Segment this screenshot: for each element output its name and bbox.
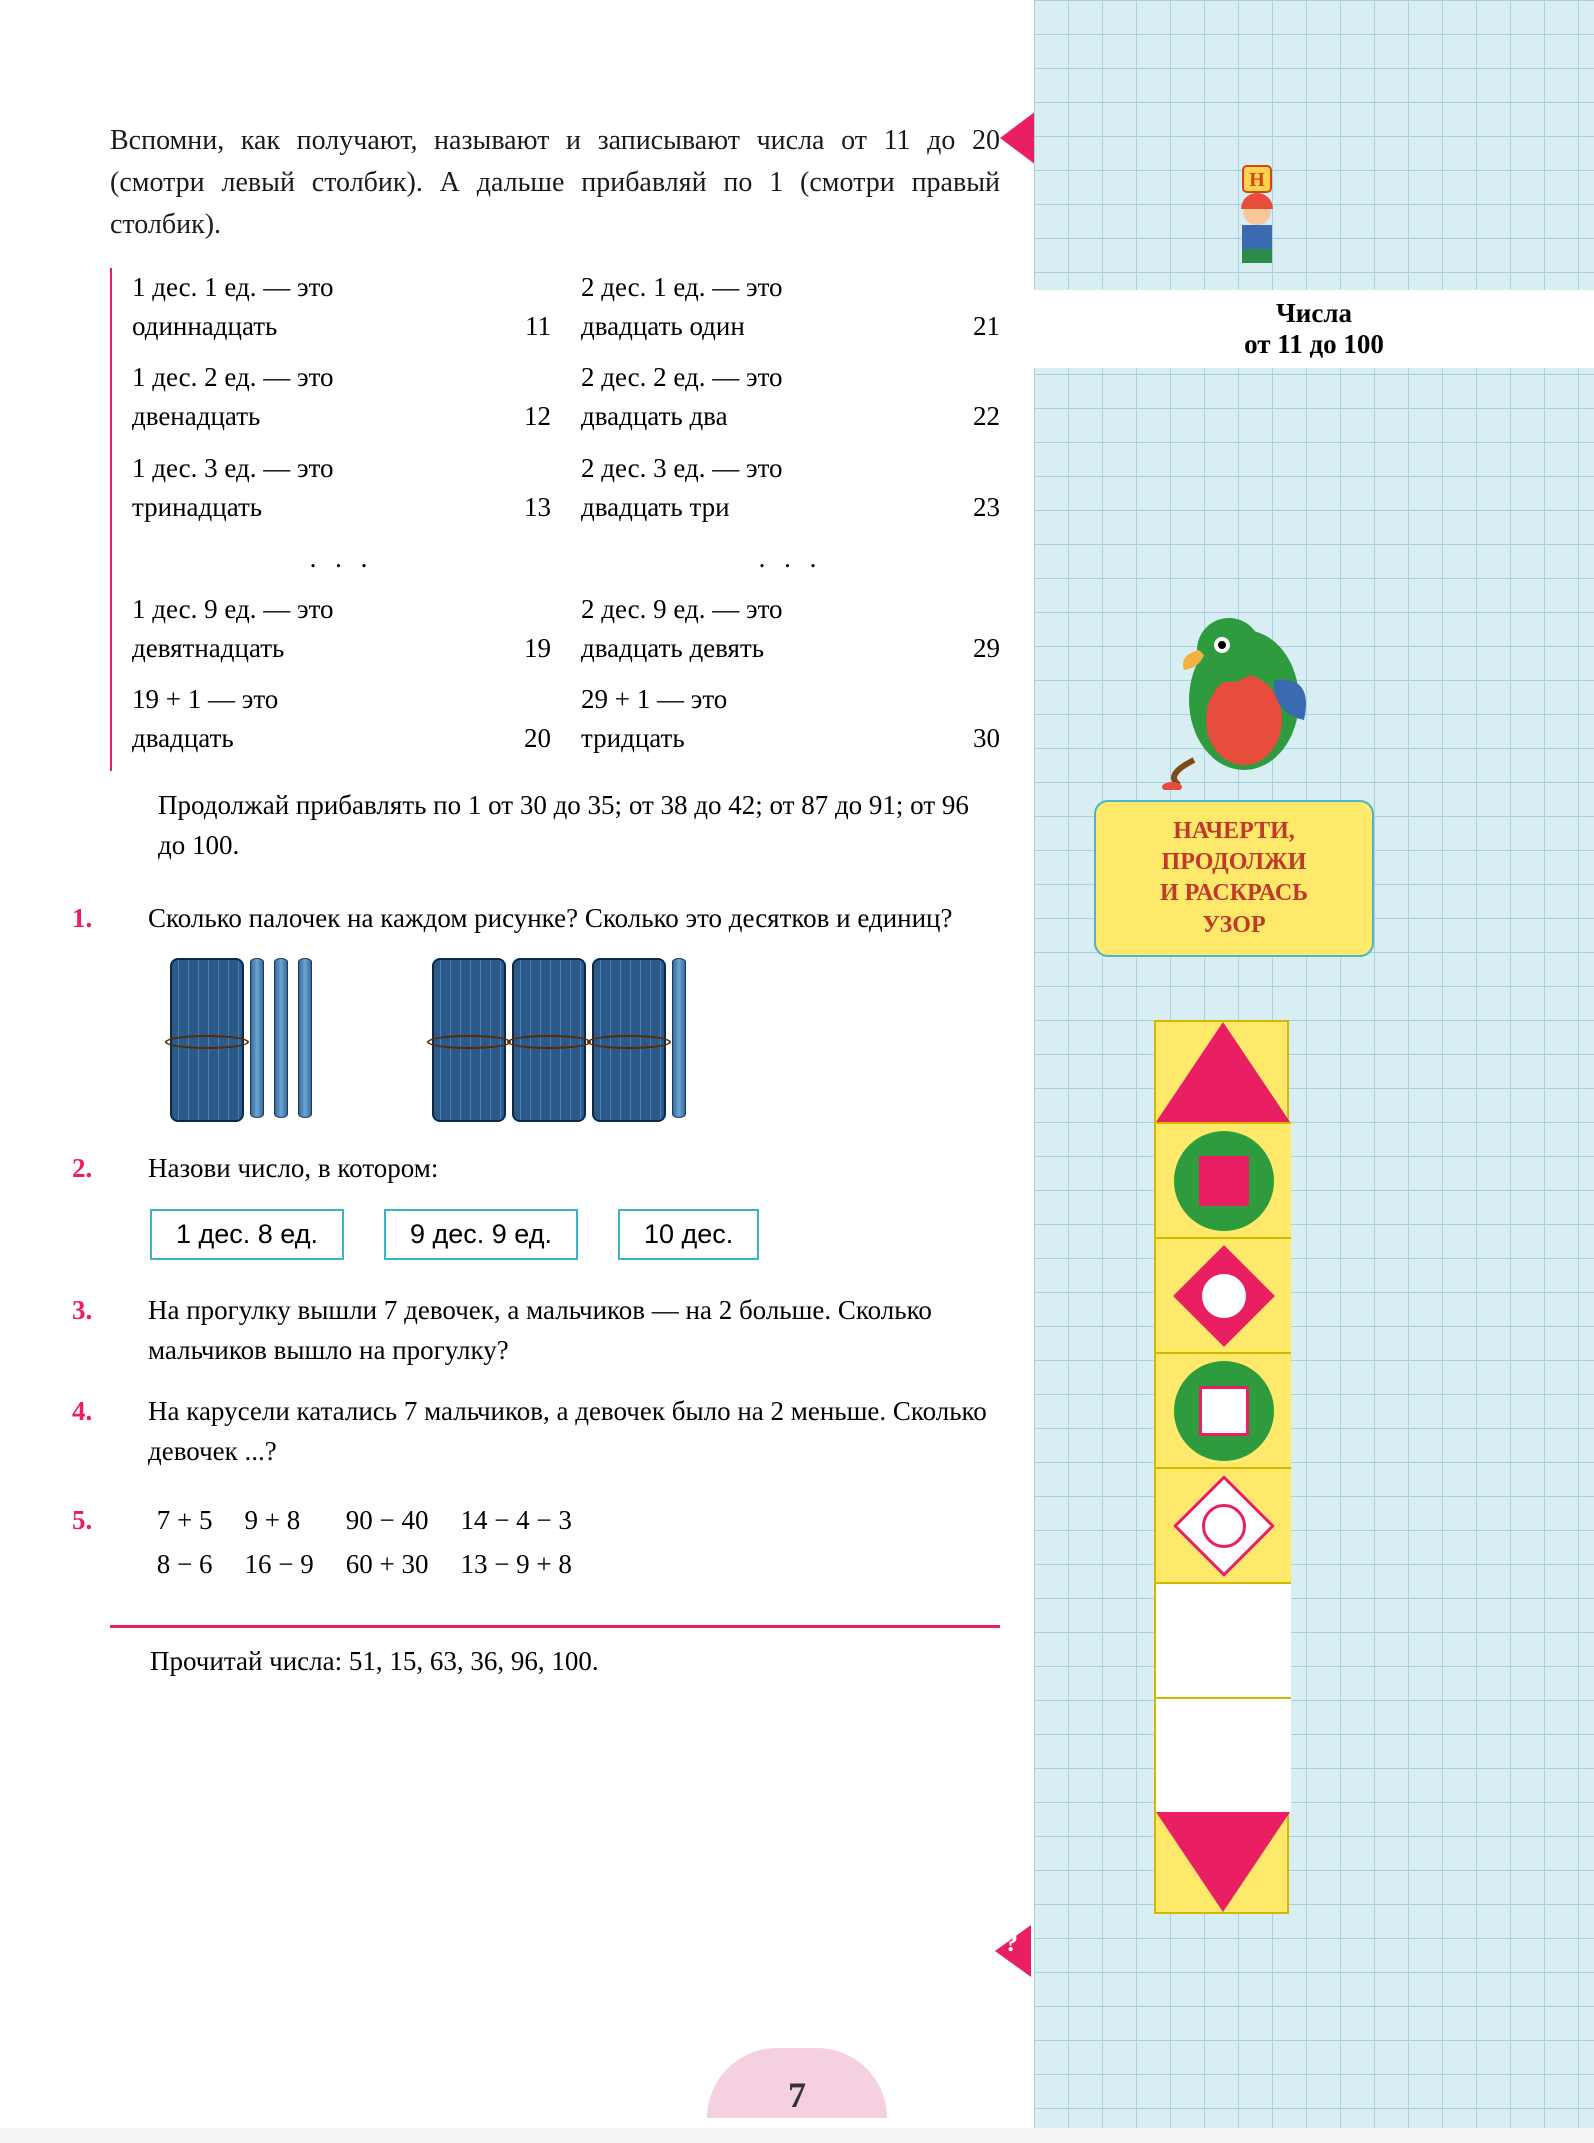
table-right-column: 2 дес. 1 ед. — этодвадцать один21 2 дес.… bbox=[581, 268, 1000, 771]
sidebar-title: Числа от 11 до 100 bbox=[1034, 290, 1594, 368]
task-number: 4. bbox=[110, 1391, 148, 1432]
bundle-icon bbox=[592, 958, 662, 1118]
bundle-icon bbox=[432, 958, 502, 1118]
sidebar: Н Числа от 11 до 100 НАЧЕРТИ, ПРОДОЛЖИ bbox=[1034, 0, 1594, 2128]
bundle-icon bbox=[512, 958, 582, 1118]
task-1: 1.Сколько палочек на каждом рисунке? Ско… bbox=[110, 898, 1000, 939]
stick-group-1 bbox=[170, 958, 312, 1118]
number-box: 1 дес. 8 ед. bbox=[150, 1209, 344, 1260]
pattern-cell-empty bbox=[1156, 1697, 1291, 1812]
task-4: 4.На карусели катались 7 мальчиков, а де… bbox=[110, 1391, 1000, 1472]
pattern-cell bbox=[1156, 1467, 1291, 1582]
number-box: 10 дес. bbox=[618, 1209, 759, 1260]
stick-group-2 bbox=[432, 958, 686, 1118]
read-numbers: Прочитай числа: 51, 15, 63, 36, 96, 100. bbox=[150, 1646, 1000, 1677]
task-number: 1. bbox=[110, 898, 148, 939]
stick-icon bbox=[672, 958, 686, 1118]
continue-instruction: Продолжай прибавлять по 1 от 30 до 35; о… bbox=[158, 785, 1000, 866]
number-box: 9 дес. 9 ед. bbox=[384, 1209, 578, 1260]
task-2-boxes: 1 дес. 8 ед. 9 дес. 9 ед. 10 дес. bbox=[150, 1209, 1000, 1260]
pattern-cell bbox=[1156, 1122, 1291, 1237]
sticks-illustration bbox=[170, 958, 1000, 1118]
pattern-cell-empty bbox=[1156, 1582, 1291, 1697]
task-5: 5. 7 + 58 − 6 9 + 816 − 9 90 − 4060 + 30… bbox=[110, 1492, 1000, 1605]
pattern-triangle-up-icon bbox=[1156, 1022, 1290, 1122]
task-3: 3.На прогулку вышли 7 девочек, а мальчик… bbox=[110, 1290, 1000, 1371]
task-number: 2. bbox=[110, 1148, 148, 1189]
task-2: 2.Назови число, в котором: bbox=[110, 1148, 1000, 1189]
bundle-icon bbox=[170, 958, 240, 1118]
main-column: Вспомни, как получают, называют и записы… bbox=[110, 120, 1000, 1677]
instruction-sign: НАЧЕРТИ, ПРОДОЛЖИ И РАСКРАСЬ УЗОР bbox=[1094, 800, 1374, 957]
pattern-triangle-down-icon bbox=[1156, 1812, 1290, 1912]
stick-icon bbox=[298, 958, 312, 1118]
boy-character-icon: Н bbox=[1234, 165, 1280, 257]
intro-text: Вспомни, как получают, называют и записы… bbox=[110, 120, 1000, 246]
ellipsis: . . . bbox=[132, 539, 551, 578]
task-number: 3. bbox=[110, 1290, 148, 1331]
h-badge: Н bbox=[1242, 165, 1272, 193]
task-number: 5. bbox=[110, 1500, 148, 1541]
stick-icon bbox=[274, 958, 288, 1118]
page-number-badge: 7 bbox=[707, 2048, 887, 2118]
table-left-column: 1 дес. 1 ед. — этоодиннадцать11 1 дес. 2… bbox=[132, 268, 551, 771]
number-table: 1 дес. 1 ед. — этоодиннадцать11 1 дес. 2… bbox=[110, 268, 1000, 771]
pattern-column bbox=[1154, 1020, 1289, 1914]
parrot-icon bbox=[1154, 590, 1324, 790]
question-mark: ? bbox=[1005, 1928, 1018, 1958]
pattern-cell bbox=[1156, 1237, 1291, 1352]
ellipsis: . . . bbox=[581, 539, 1000, 578]
pattern-cell bbox=[1156, 1352, 1291, 1467]
stick-icon bbox=[250, 958, 264, 1118]
divider bbox=[110, 1625, 1000, 1628]
